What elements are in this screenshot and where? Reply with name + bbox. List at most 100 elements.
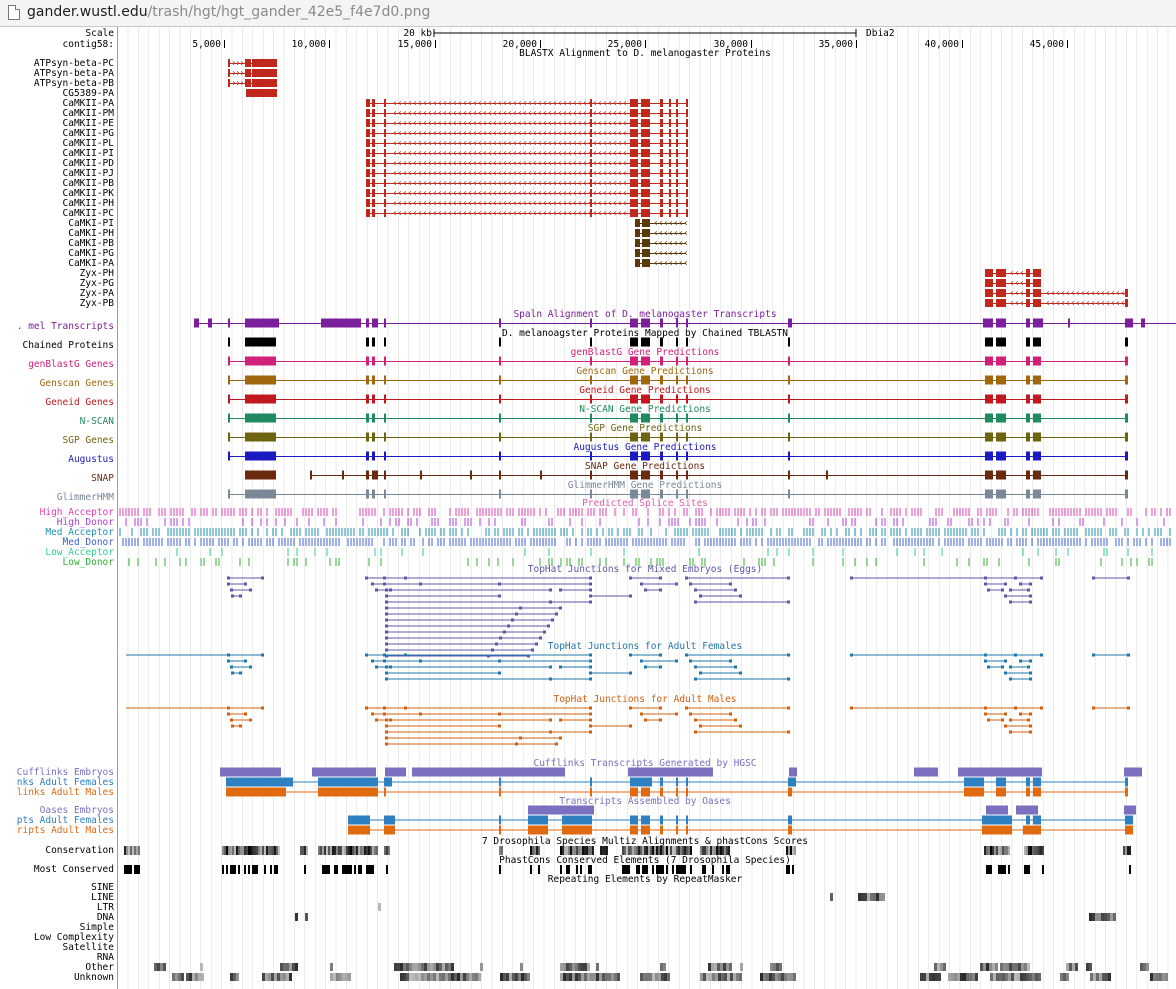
conservation-bar <box>628 846 630 855</box>
strand-arrow: ‹ <box>447 98 453 109</box>
gene-exon <box>1125 318 1133 328</box>
junction-end <box>1027 665 1030 669</box>
repeat-element <box>566 963 569 971</box>
repeat-element <box>779 963 782 971</box>
strand-arrow: ‹ <box>537 138 543 149</box>
repeat-element <box>163 963 166 971</box>
strand-arrow: ‹ <box>622 198 628 209</box>
conserved-element <box>568 865 570 874</box>
gene-exon <box>372 356 375 366</box>
junction-end <box>519 606 522 610</box>
strand-arrow: ‹ <box>557 128 563 139</box>
strand-arrow: ‹ <box>532 148 538 159</box>
junction-end <box>244 659 247 663</box>
strand-arrow: ‹ <box>392 98 398 109</box>
junction-end <box>498 659 501 663</box>
junction-end <box>589 659 592 663</box>
cufflinks-exon <box>788 787 792 797</box>
strand-arrow: ‹ <box>542 138 548 149</box>
oases-exon <box>686 825 688 835</box>
gene-exon <box>996 269 1006 277</box>
strand-arrow: ‹ <box>507 168 513 179</box>
conservation-bar <box>1123 846 1125 855</box>
conservation-bar <box>794 846 796 855</box>
gene-exon <box>642 239 650 247</box>
conservation-bar <box>262 846 264 855</box>
conservation-bar <box>686 846 688 855</box>
conserved-element <box>566 865 568 874</box>
junction-end <box>1029 671 1032 675</box>
strand-arrow: ‹ <box>552 148 558 159</box>
oases-exon <box>1026 815 1030 825</box>
repeat-element <box>664 973 667 981</box>
strand-arrow: ‹ <box>532 158 538 169</box>
strand-arrow: ‹ <box>477 108 483 119</box>
conservation-bar <box>586 846 588 855</box>
genome-browser-image[interactable]: Scale 20 kb Dbia2 contig58: 5,000 10,000 1… <box>0 27 1176 989</box>
repeat-element <box>1027 963 1030 971</box>
repeat-element <box>448 963 451 971</box>
track-label: ATPsyn-beta-PC <box>34 58 114 69</box>
strand-arrow: ‹ <box>392 178 398 189</box>
track-label: Geneid Genes <box>45 397 114 408</box>
conserved-element <box>334 865 336 874</box>
junction-end <box>385 671 388 675</box>
conservation-bar <box>722 846 724 855</box>
gene-exon <box>676 119 678 127</box>
gene-exon <box>228 79 230 87</box>
strand-arrow: ‹ <box>1120 298 1126 309</box>
conservation-bar <box>328 846 330 855</box>
gene-exon <box>366 99 370 107</box>
conservation-bar <box>638 846 640 855</box>
conservation-bar <box>240 846 242 855</box>
track-label: Satellite <box>63 942 115 953</box>
repeat-element <box>587 963 590 971</box>
strand-arrow: ‹ <box>668 248 674 259</box>
repeat-element <box>602 973 605 981</box>
repeat-element <box>733 973 736 981</box>
url-text[interactable]: gander.wustl.edu/trash/hgt/hgt_gander_42… <box>27 4 431 20</box>
conservation-bar <box>356 846 358 855</box>
gene-exon <box>641 470 650 480</box>
strand-arrow: ‹ <box>673 248 679 259</box>
repeat-element <box>181 973 184 981</box>
track-label: CaMKII-PH <box>63 198 115 209</box>
gene-exon <box>1125 413 1128 423</box>
conservation-bar <box>658 846 660 855</box>
strand-arrow: ‹ <box>507 128 513 139</box>
conservation-bar <box>386 846 388 855</box>
conserved-element <box>622 865 624 874</box>
strand-arrow: › <box>243 58 249 69</box>
oases-exon <box>660 815 663 825</box>
strand-arrow: ‹ <box>442 158 448 169</box>
repeat-element <box>587 973 590 981</box>
repeat-element <box>397 963 400 971</box>
junction-end <box>629 594 632 598</box>
track-label: Cufflinks Embryos <box>17 767 114 778</box>
strand-arrow: ‹ <box>462 148 468 159</box>
junction-end <box>1127 576 1130 580</box>
repeat-element <box>521 973 524 981</box>
gene-exon <box>676 99 678 107</box>
strand-arrow: ‹ <box>447 138 453 149</box>
strand-arrow: ‹ <box>437 138 443 149</box>
conserved-element <box>254 865 256 874</box>
junction-end <box>984 712 987 716</box>
strand-arrow: ‹ <box>487 178 493 189</box>
strand-arrow: ‹ <box>467 108 473 119</box>
junction-end <box>375 718 378 722</box>
strand-arrow: ‹ <box>1009 288 1015 299</box>
strand-arrow: ‹ <box>422 198 428 209</box>
conservation-bar <box>499 846 501 855</box>
repeat-element <box>584 963 587 971</box>
strand-arrow: ‹ <box>427 118 433 129</box>
browser-address-bar[interactable]: gander.wustl.edu/trash/hgt/hgt_gander_42… <box>0 0 1176 27</box>
junction-end <box>699 594 702 598</box>
conservation-bar <box>300 846 302 855</box>
repeat-element <box>421 963 424 971</box>
track-label: Zyx-PH <box>80 268 115 279</box>
strand-arrow: ‹ <box>427 138 433 149</box>
conserved-element <box>588 865 590 874</box>
strand-arrow: ‹ <box>622 118 628 129</box>
junction-end <box>487 654 490 658</box>
